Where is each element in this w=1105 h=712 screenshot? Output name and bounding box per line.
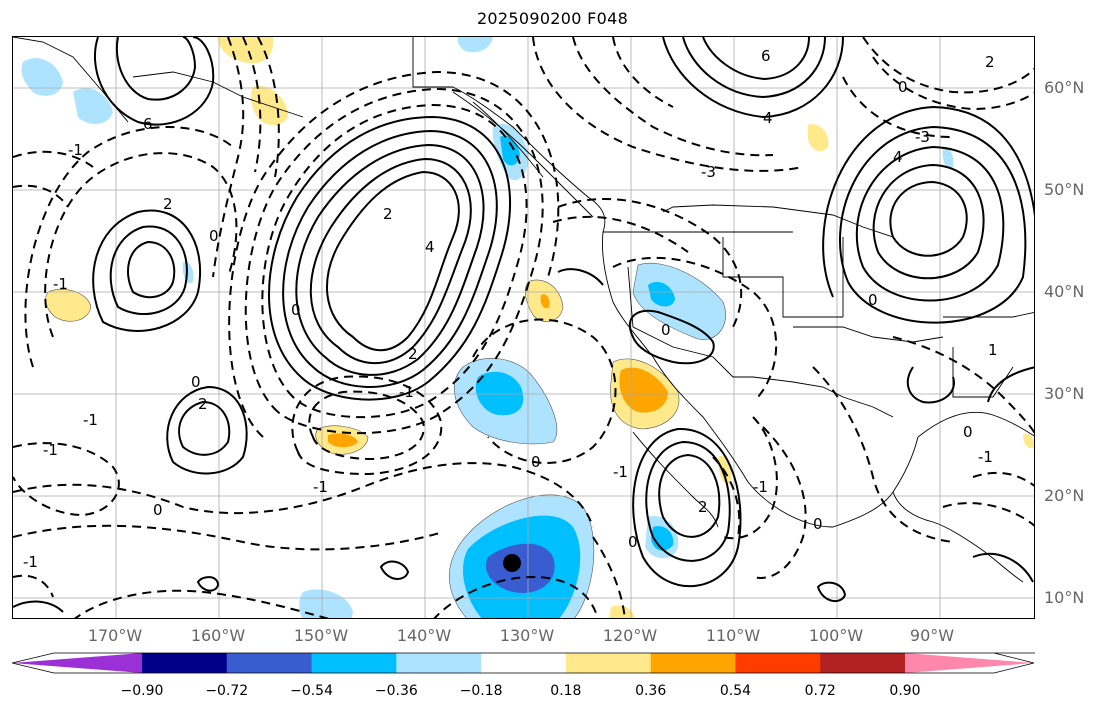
colorbar-tick-label: 0.18 bbox=[550, 683, 582, 699]
colorbar-segment bbox=[735, 653, 821, 673]
lat-label: 40°N bbox=[1044, 282, 1085, 301]
colorbar-tick-label: 0.72 bbox=[804, 683, 836, 699]
lon-label: 170°W bbox=[87, 626, 143, 645]
contour-label: 0 bbox=[209, 227, 219, 245]
colorbar-tick-label: 0.54 bbox=[719, 683, 752, 699]
lon-label: 100°W bbox=[808, 626, 864, 645]
colorbar-extend-low bbox=[12, 653, 142, 673]
contour-label: 0 bbox=[868, 291, 878, 309]
lon-label: 110°W bbox=[705, 626, 761, 645]
colorbar-segment bbox=[650, 653, 736, 673]
contour-label: 0 bbox=[628, 533, 638, 551]
contour-label: 4 bbox=[425, 238, 435, 256]
marker-dot bbox=[503, 554, 521, 572]
colorbar-extend-high bbox=[905, 653, 1034, 673]
contour-label: -1 bbox=[83, 411, 98, 429]
colorbar-tick-label: −0.90 bbox=[120, 683, 164, 699]
small-contours bbox=[13, 552, 1034, 613]
colorbar-tick-label: −0.36 bbox=[374, 683, 418, 699]
colorbar-tick-label: −0.18 bbox=[459, 683, 503, 699]
contour-label: -1 bbox=[978, 448, 993, 466]
lat-label: 60°N bbox=[1044, 78, 1085, 97]
contour-label: -1 bbox=[23, 553, 38, 571]
colorbar-tick-label: −0.72 bbox=[205, 683, 249, 699]
contour-label: -1 bbox=[53, 275, 68, 293]
contour-label: 4 bbox=[763, 109, 773, 127]
lat-label: 30°N bbox=[1044, 384, 1085, 403]
colorbar-tick-label: 0.36 bbox=[635, 683, 667, 699]
contour-label: 2 bbox=[383, 205, 393, 223]
contour-label: 6 bbox=[143, 115, 153, 133]
contour-label: 1 bbox=[988, 341, 998, 359]
contour-label: 0 bbox=[813, 515, 823, 533]
contour-label: 2 bbox=[698, 498, 708, 516]
contour-label: 0 bbox=[531, 453, 541, 471]
contour-label: -3 bbox=[701, 163, 716, 181]
lat-label: 20°N bbox=[1044, 486, 1085, 505]
dashed-contours bbox=[13, 37, 1034, 618]
colorbar-segment bbox=[396, 653, 482, 673]
contour-label: 0 bbox=[898, 78, 908, 96]
contour-label: -1 bbox=[68, 141, 83, 159]
lon-label: 130°W bbox=[499, 626, 555, 645]
lon-label: 150°W bbox=[293, 626, 349, 645]
colorbar bbox=[12, 652, 1035, 674]
lon-label: 160°W bbox=[190, 626, 246, 645]
colorbar-segment bbox=[820, 653, 906, 673]
shaded-fills bbox=[21, 37, 1034, 618]
colorbar-tick-label: −0.54 bbox=[290, 683, 333, 699]
lon-label: 140°W bbox=[396, 626, 452, 645]
contour-label: -1 bbox=[399, 383, 414, 401]
contour-label: -1 bbox=[613, 463, 628, 481]
colorbar-tick-label: 0.90 bbox=[889, 683, 921, 699]
contour-label: 4 bbox=[893, 148, 903, 166]
contour-label: 6 bbox=[761, 47, 771, 65]
contour-label: 2 bbox=[985, 53, 995, 71]
contour-label: 0 bbox=[191, 373, 201, 391]
contour-label: -1 bbox=[313, 478, 328, 496]
contour-label: 0 bbox=[291, 301, 301, 319]
contour-label: -3 bbox=[915, 128, 930, 146]
map-panel: 6 2 0 -1 2 0 -1 2 4 0 -1 2 -1 0 -1 0 -1 … bbox=[12, 36, 1035, 619]
contour-label: -1 bbox=[753, 478, 768, 496]
contour-label: 0 bbox=[963, 423, 973, 441]
lon-label: 90°W bbox=[909, 626, 955, 645]
contour-labels: 6 2 0 -1 2 0 -1 2 4 0 -1 2 -1 0 -1 0 -1 … bbox=[23, 47, 998, 571]
contour-label: 2 bbox=[408, 345, 418, 363]
colorbar-segment bbox=[565, 653, 652, 673]
lon-label: 120°W bbox=[602, 626, 658, 645]
contour-label: -1 bbox=[43, 441, 58, 459]
colorbar-segment bbox=[311, 653, 397, 673]
contour-label: 0 bbox=[153, 501, 163, 519]
contour-label: 2 bbox=[198, 395, 208, 413]
solid-contours bbox=[92, 37, 1034, 588]
contour-label: 2 bbox=[163, 195, 173, 213]
contour-label: 0 bbox=[661, 321, 671, 339]
colorbar-segment bbox=[481, 653, 567, 673]
chart-title: 2025090200 F048 bbox=[476, 9, 629, 28]
map-canvas: 6 2 0 -1 2 0 -1 2 4 0 -1 2 -1 0 -1 0 -1 … bbox=[13, 37, 1034, 618]
colorbar-segment bbox=[142, 653, 228, 673]
lat-label: 50°N bbox=[1044, 180, 1085, 199]
colorbar-segment bbox=[226, 653, 313, 673]
lat-label: 10°N bbox=[1044, 588, 1085, 607]
